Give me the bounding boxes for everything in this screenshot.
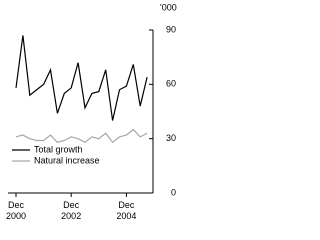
legend-label: Natural increase	[34, 155, 100, 165]
x-tick-label: Dec 2002	[61, 200, 82, 221]
y-tick-label: 0	[171, 187, 176, 197]
x-tick-label: Dec 2000	[5, 200, 27, 221]
series-line	[15, 128, 148, 144]
y-tick-label: 30	[166, 133, 176, 143]
x-tick-label: Dec 2004	[116, 200, 137, 221]
y-axis-label: '000	[160, 2, 177, 12]
legend-label: Total growth	[34, 144, 83, 154]
series-line	[15, 35, 148, 121]
y-tick-label: 60	[166, 79, 176, 89]
y-tick-label: 90	[166, 24, 176, 34]
page: '000 0 30 60 90 Total growth Natural increase…	[5, 2, 177, 221]
